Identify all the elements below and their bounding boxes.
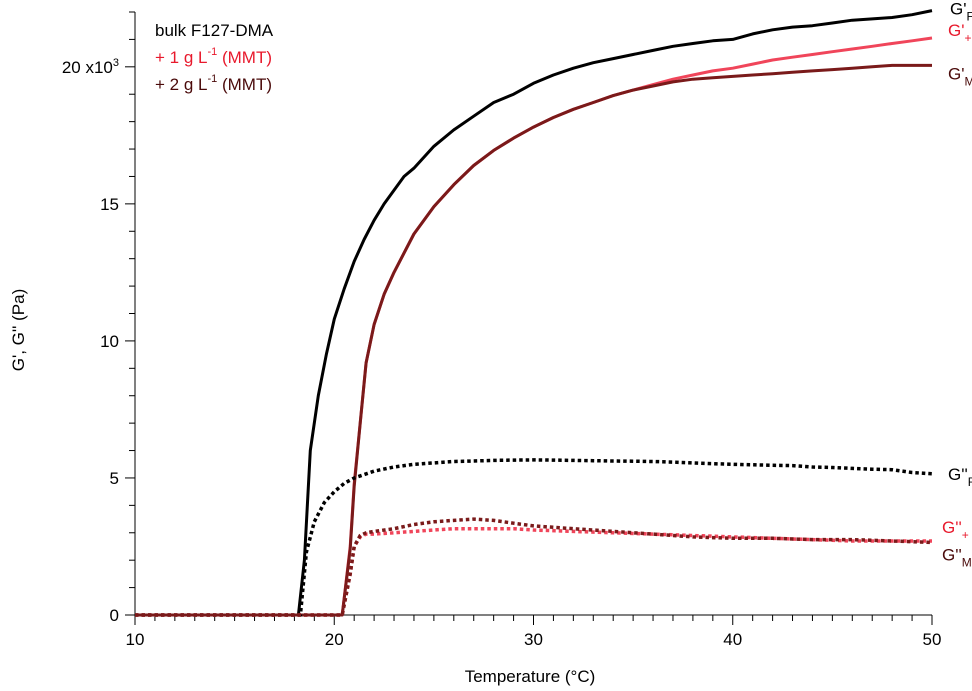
loss-modulus-line-mmt-2-g-l xyxy=(135,517,933,617)
y-axis-label: G', G'' (Pa) xyxy=(9,289,28,371)
x-tick-label: 40 xyxy=(723,630,742,649)
loss-modulus-line-f127-dma xyxy=(135,458,933,617)
x-tick-label: 20 xyxy=(325,630,344,649)
series-label: G''MMT + 2 g L-1 xyxy=(942,545,972,569)
y-tick-label: 20 x103 xyxy=(62,57,119,77)
legend: bulk F127-DMA + 1 g L-1 (MMT) + 2 g L-1 (M… xyxy=(155,21,274,94)
storage-modulus-line-mmt-2-g-l xyxy=(135,63,932,617)
series-label: G'MMT + 2 g L-1 xyxy=(948,64,972,88)
y-tick-label: 0 xyxy=(110,606,119,625)
series-label: G''+ MMT 1 g L-1 xyxy=(942,518,972,542)
series-label: G'+ MMT 1 g L-1 xyxy=(948,21,972,45)
x-tick-label: 10 xyxy=(126,630,145,649)
x-tick-label: 50 xyxy=(923,630,942,649)
legend-entry: + 2 g L-1 (MMT) xyxy=(155,73,272,94)
y-tick-label: 10 xyxy=(100,332,119,351)
loss-modulus-line--mmt-1-g-l xyxy=(135,526,932,617)
series-labels: G'F127-DMAG'+ MMT 1 g L-1G'MMT + 2 g L-1… xyxy=(942,0,972,569)
series-layer xyxy=(135,9,933,617)
axes: 0 5 10 15 20 x103 10 20 30 40 50 xyxy=(62,11,942,649)
y-tick-label: 5 xyxy=(110,469,119,488)
y-tick-label: 15 xyxy=(100,195,119,214)
legend-entry: + 1 g L-1 (MMT) xyxy=(155,46,272,67)
series-label: G''F127-DMA xyxy=(948,465,972,489)
x-tick-label: 30 xyxy=(524,630,543,649)
storage-modulus-line-f127-dma xyxy=(135,9,933,617)
x-axis-label: Temperature (°C) xyxy=(465,667,596,686)
legend-entry: bulk F127-DMA xyxy=(155,21,274,40)
